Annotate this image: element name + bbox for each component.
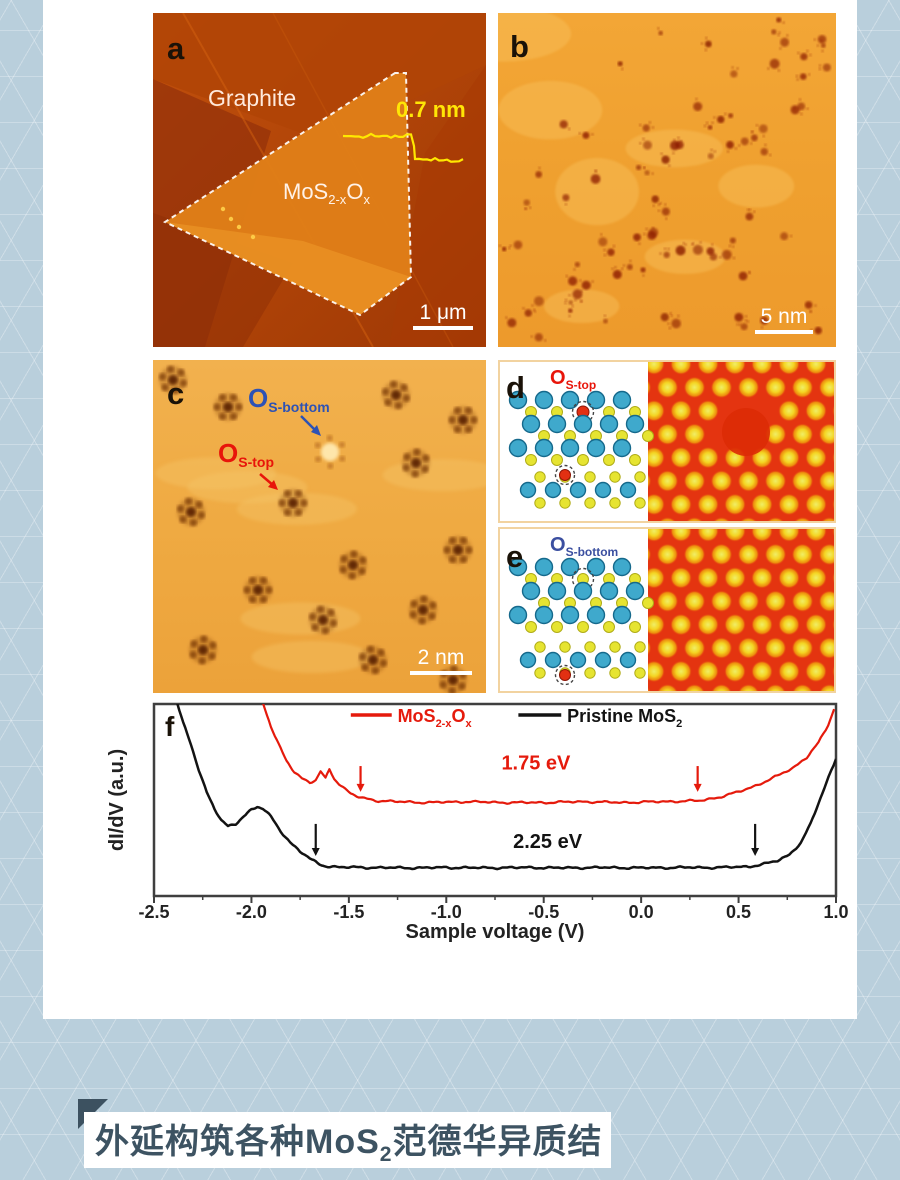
afm-topography-decoration <box>153 13 486 347</box>
stm-defects-decoration <box>498 13 836 347</box>
curve-pristine-mos2 <box>176 704 836 871</box>
panel-f-spectra-chart: -2.5 -2.0 -1.5 -1.0 -0.5 0.0 0.5 1.0 1.75 eV 2.25… <box>106 702 849 943</box>
caption-text: 外延构筑各种MoS2范德华异质结 <box>95 1122 603 1166</box>
graphite-label: Graphite <box>208 85 296 111</box>
panel-d-ostop-model: d OS-top <box>498 360 836 523</box>
panel-a-letter: a <box>167 31 185 66</box>
x-tick-label: -0.5 <box>528 902 559 922</box>
x-tick-label: -1.5 <box>333 902 364 922</box>
y-axis-label: dI/dV (a.u.) <box>106 749 128 851</box>
height-step-label: 0.7 nm <box>396 97 466 122</box>
panel-b-letter: b <box>510 29 529 64</box>
scalebar-c <box>410 671 472 675</box>
defect-title: OS-top <box>550 367 596 392</box>
defect-type-labels: OS-bottom OS-top <box>218 383 330 490</box>
x-axis-label: Sample voltage (V) <box>406 921 585 943</box>
defect-title: OS-bottom <box>550 534 618 559</box>
scalebar-b-label: 5 nm <box>761 305 808 328</box>
band-gap-label: 1.75 eV <box>501 753 571 775</box>
panel-a-afm-image: a Graphite 0.7 nm MoS2-xOx 1 μm <box>153 13 486 347</box>
x-tick-label: -2.0 <box>236 902 267 922</box>
x-tick-label: 1.0 <box>823 902 848 922</box>
didv-chart: -2.5 -2.0 -1.5 -1.0 -0.5 0.0 0.5 1.0 1.75 eV 2.25… <box>138 702 849 922</box>
defect-title-text: OS-bottom <box>550 534 618 559</box>
panel-d-letter: d <box>506 370 525 405</box>
x-tick-label: 0.5 <box>726 902 751 922</box>
scalebar-a-label: 1 μm <box>419 301 466 324</box>
x-tick-label: 0.0 <box>629 902 654 922</box>
caption-banner: 外延构筑各种MoS2范德华异质结 <box>84 1112 611 1168</box>
panel-b-stm-image: b 5 nm <box>498 13 836 347</box>
os-top-label: OS-top <box>218 438 274 470</box>
scalebar-a <box>413 326 473 330</box>
panel-e-letter: e <box>506 539 523 574</box>
scalebar-c-label: 2 nm <box>418 646 465 669</box>
panel-c-stm-zoom-image: c OS-bottom OS-top 2 nm <box>153 360 486 693</box>
panel-f-letter: f <box>165 711 175 742</box>
panel-c-letter: c <box>167 376 184 411</box>
os-bottom-label: OS-bottom <box>248 383 330 415</box>
legend-label: Pristine MoS2 <box>567 706 682 730</box>
figure-card: a Graphite 0.7 nm MoS2-xOx 1 μm b 5 nm c… <box>43 0 857 1019</box>
x-tick-label: -2.5 <box>138 902 169 922</box>
flake-formula-text: MoS2-xOx <box>283 179 370 207</box>
scalebar-b <box>755 330 813 334</box>
defect-title-text: OS-top <box>550 367 596 392</box>
atomic-model-and-simulation <box>498 527 836 693</box>
panel-e-osbottom-model: e OS-bottom <box>498 527 836 693</box>
atomic-model-and-simulation <box>498 360 836 523</box>
flake-formula-label: MoS2-xOx <box>283 179 370 207</box>
flower-defects-decoration <box>153 360 486 693</box>
legend-label: MoS2-xOx <box>398 706 473 730</box>
x-tick-label: -1.0 <box>431 902 462 922</box>
band-gap-label: 2.25 eV <box>513 831 583 853</box>
curve-mos2-xox <box>262 704 836 805</box>
